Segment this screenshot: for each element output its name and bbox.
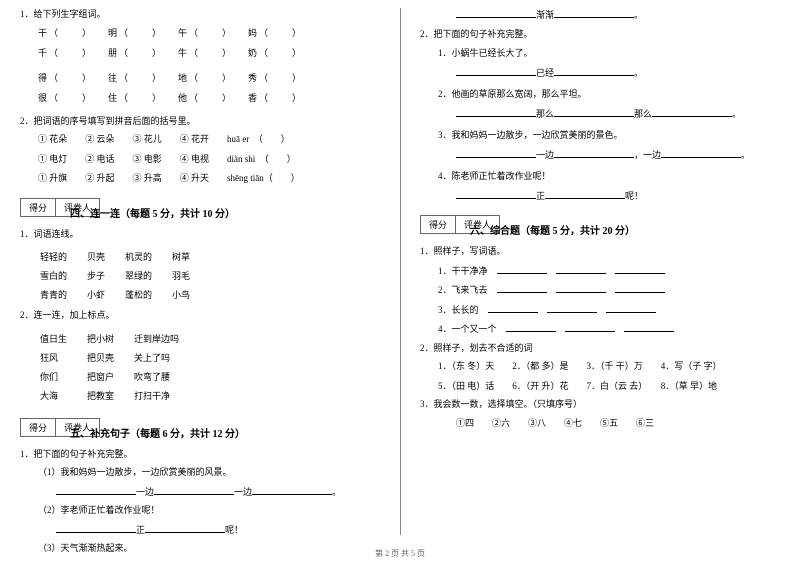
q1-rows: 干（ ）明（ ）午（ ）妈（ ） 千（ ）朋（ ）牛（ ）奶（ ） 得（ ）往（… [20,27,380,111]
sec4-q1: 1．词语连线。 [20,228,380,242]
sec6-item: 3．长长的 [420,303,780,318]
page-footer: 第 2 页 共 5 页 [375,548,425,559]
sec6-q2-line: 1．（东 冬）天 2．（都 多）是 3．（千 干）万 4．写（子 字） [420,360,780,374]
left-column: 1．给下列生字组词。 干（ ）明（ ）午（ ）妈（ ） 千（ ）朋（ ）牛（ ）… [0,0,400,565]
blank-line: 已经。 [420,66,780,81]
sec5-item: （1）我和妈妈一边散步，一边欣赏美丽的风景。 [20,466,380,480]
sec6-q1: 1．照样子，写词语。 [420,245,780,259]
sec6-q2-line: 5．（田 电）话 6．（开 升）花 7．白（云 去） 8．（草 早）地 [420,380,780,394]
sec6-q3-line: ①四 ②六 ③八 ④七 ⑤五 ⑥三 [420,417,780,431]
section5-title: 五、补充句子（每题 6 分，共计 12 分） [70,425,380,440]
sec6-item: 4．一个又一个 [420,322,780,337]
section4-title: 四、连一连（每题 5 分，共计 10 分） [70,205,380,220]
sec6-q3: 3．我会数一数，选择填空。（只填序号） [420,398,780,412]
sec5-q1: 1．把下面的句子补充完整。 [20,448,380,462]
q2-row: ① 升旗 ② 升起 ③ 升高 ④ 升天 shēng tiān（ ） [20,172,380,186]
sec5-item: （3）天气渐渐热起来。 [20,542,380,556]
sec5-item: （2）李老师正忙着改作业呢！ [20,504,380,518]
q1-row: 干（ ） [38,27,108,41]
score-label: 得分 [20,198,55,217]
connect-table: 轻轻的贝壳机灵的树草 雪白的步子翠绿的羽毛 青青的小虾蓬松的小鸟 [38,246,210,305]
r-item: 2．他画的草原那么宽阔，那么平坦。 [420,88,780,102]
blank-line: 那么那么。 [420,107,780,122]
top-blank: 渐渐。 [420,8,780,23]
score-label: 得分 [420,215,455,234]
sec6-q2: 2．照样子，划去不合适的词 [420,342,780,356]
sec4-q2: 2．连一连，加上标点。 [20,309,380,323]
r-item: 1．小蜗牛已经长大了。 [420,47,780,61]
right-column: 渐渐。 2．把下面的句子补充完整。 1．小蜗牛已经长大了。 已经。 2．他画的草… [400,0,800,565]
q2-title: 2．把词语的序号填写到拼音后面的括号里。 [20,115,380,129]
connect-table2: 值日生把小树迁到岸边吗 狂风把贝壳关上了吗 你们把窗户吹弯了腰 大海把教室打扫干… [38,328,199,406]
blank-line: 正呢！ [20,523,380,538]
blank-line: 正呢！ [420,189,780,204]
sec6-item: 2．飞来飞去 [420,283,780,298]
q2-row: ① 电灯 ② 电话 ③ 电影 ④ 电视 diàn shì （ ） [20,153,380,167]
blank-line: 一边，一边。 [420,148,780,163]
r-item: 4．陈老师正忙着改作业呢！ [420,170,780,184]
section6-title: 六、综合题（每题 5 分，共计 20 分） [470,222,780,237]
q1-title: 1．给下列生字组词。 [20,8,380,22]
r-q2-title: 2．把下面的句子补充完整。 [420,28,780,42]
score-label: 得分 [20,418,55,437]
blank-line: 一边一边。 [20,485,380,500]
r-item: 3．我和妈妈一边散步，一边欣赏美丽的景色。 [420,129,780,143]
sec6-item: 1．干干净净 [420,264,780,279]
q2-row: ① 花朵 ② 云朵 ③ 花儿 ④ 花开 huā er （ ） [20,133,380,147]
